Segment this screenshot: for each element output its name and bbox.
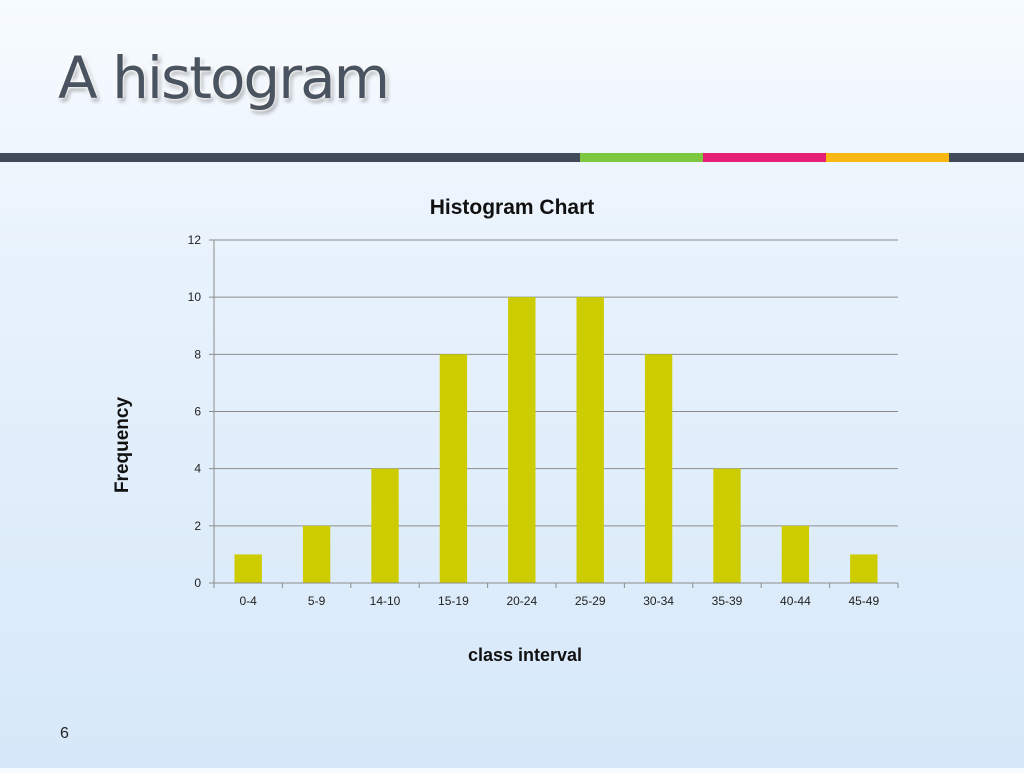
bar-15-19: [439, 354, 468, 583]
divider-accent-yellow: [826, 153, 949, 162]
x-tick-label: 45-49: [848, 594, 879, 608]
divider-accent-green: [580, 153, 703, 162]
chart-title: Histogram Chart: [430, 196, 595, 219]
x-tick-label: 0-4: [240, 594, 258, 608]
bar-14-10: [371, 468, 399, 583]
y-tick-label: 6: [194, 405, 201, 419]
y-axis-label: Frequency: [112, 397, 133, 494]
bar-30-34: [644, 354, 673, 583]
divider-base-left: [0, 153, 580, 162]
bar-45-49: [850, 554, 878, 583]
x-tick-label: 15-19: [438, 594, 469, 608]
y-tick-label: 12: [188, 233, 202, 247]
x-tick-label: 14-10: [370, 594, 401, 608]
bar-40-44: [781, 525, 810, 583]
divider-accent-pink: [703, 153, 826, 162]
y-tick-label: 8: [194, 347, 201, 361]
bar-35-39: [713, 468, 741, 583]
y-tick-label: 4: [194, 462, 201, 476]
x-tick-label: 35-39: [712, 594, 743, 608]
bar-20-24: [508, 297, 536, 583]
y-tick-label: 10: [188, 290, 202, 304]
x-tick-label: 40-44: [780, 594, 811, 608]
y-tick-label: 0: [194, 576, 201, 590]
page-number: 6: [60, 725, 69, 742]
x-tick-label: 25-29: [575, 594, 606, 608]
x-tick-label: 30-34: [643, 594, 674, 608]
x-tick-label: 20-24: [506, 594, 537, 608]
x-tick-label: 5-9: [308, 594, 326, 608]
slide-title: A histogram: [58, 44, 390, 112]
y-tick-label: 2: [194, 519, 201, 533]
bar-25-29: [576, 297, 604, 583]
bar-0-4: [234, 554, 262, 583]
title-divider: [0, 153, 1024, 162]
bar-5-9: [302, 525, 331, 583]
divider-base-right: [949, 153, 1024, 162]
x-axis-label: class interval: [468, 645, 582, 665]
